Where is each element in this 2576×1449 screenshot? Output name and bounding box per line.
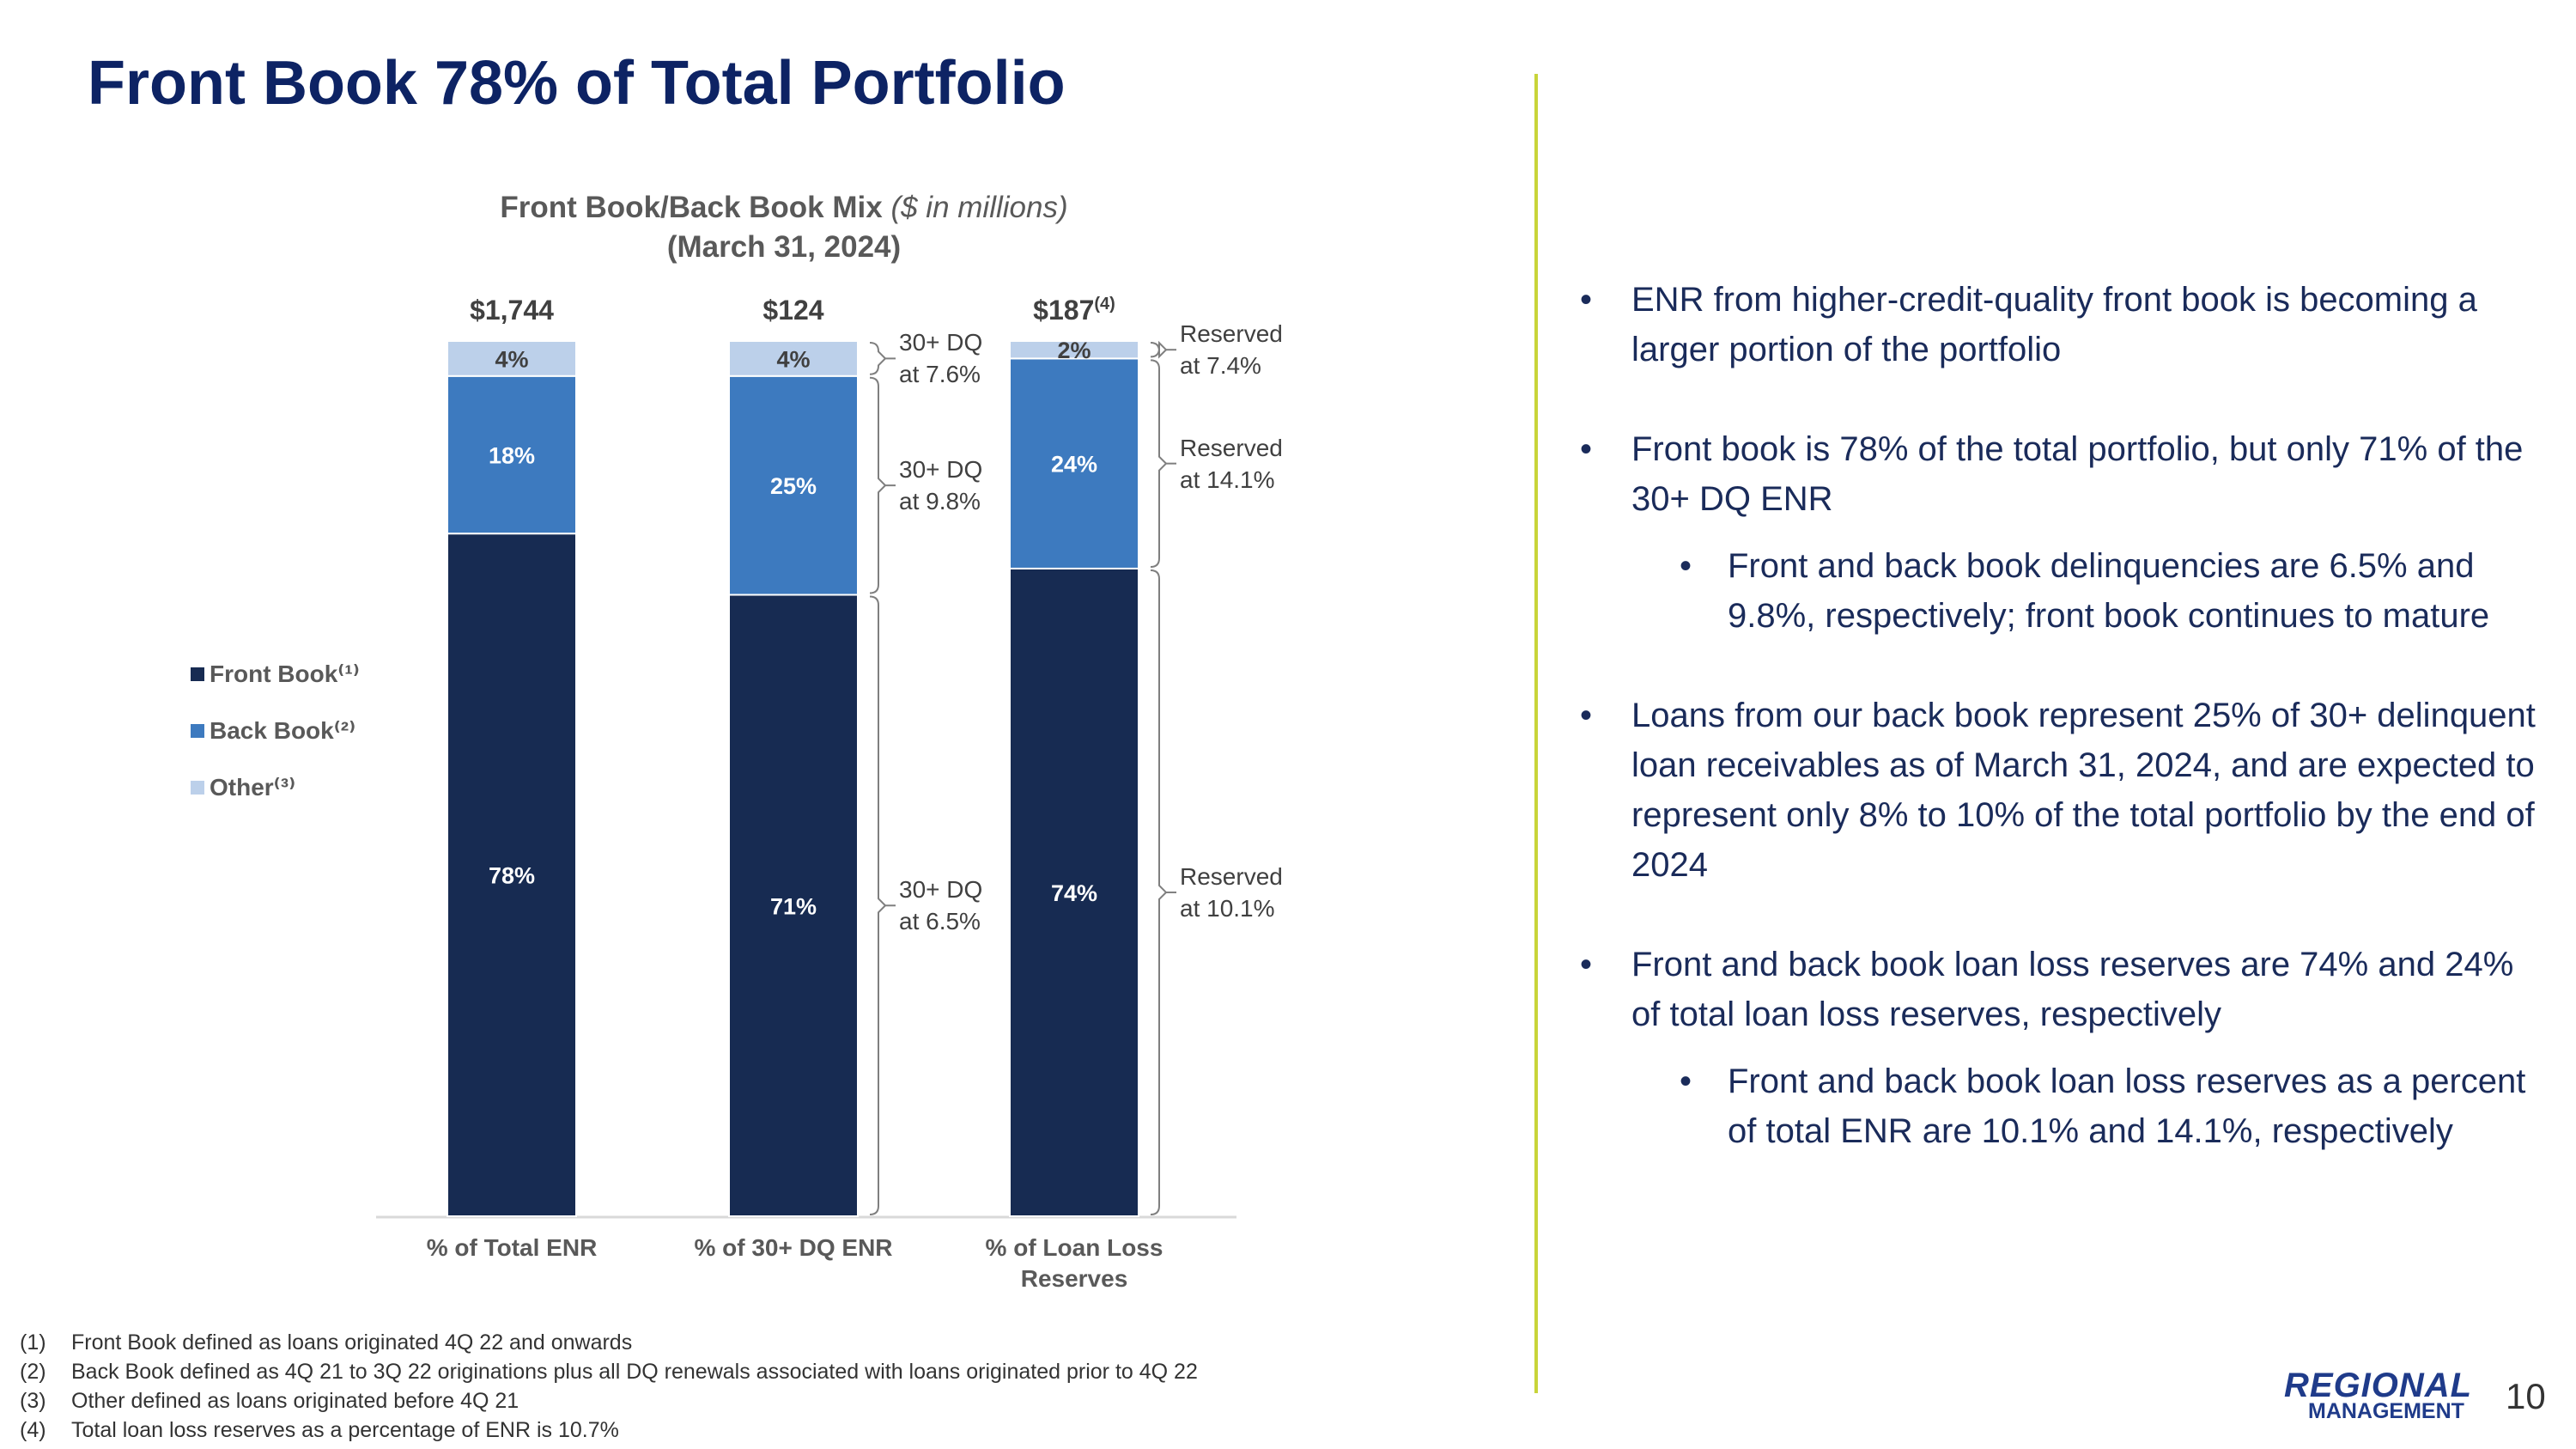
divider: [1534, 74, 1538, 1393]
footnote: (4) Total loan loss reserves as a percent…: [20, 1416, 1198, 1445]
legend-label: Front Book⁽¹⁾: [210, 661, 360, 687]
sub-bullet: Front and back book loan loss reserves a…: [1580, 1056, 2542, 1156]
chart-title-main: Front Book/Back Book Mix: [500, 191, 883, 224]
bar-segment: [728, 594, 859, 1217]
bullet-text: Front book is 78% of the total portfolio…: [1580, 424, 2542, 524]
footnote-text: Other defined as loans originated before…: [71, 1389, 519, 1413]
footnote-text: Total loan loss reserves as a percentage…: [71, 1418, 619, 1442]
bracket: [869, 342, 887, 375]
bracket: [1150, 569, 1168, 1215]
legend-item: Other⁽³⁾: [191, 773, 295, 801]
legend-swatch: [191, 781, 204, 795]
footnote-number: (3): [20, 1389, 46, 1413]
footnote-number: (2): [20, 1360, 46, 1384]
bracket: [1150, 359, 1168, 568]
slide-title: Front Book 78% of Total Portfolio: [88, 49, 1066, 118]
logo-top: REGIONAL: [2284, 1367, 2473, 1404]
value-label: 24%: [1051, 452, 1097, 478]
legend-item: Back Book⁽²⁾: [191, 716, 355, 745]
bullet: Front book is 78% of the total portfolio…: [1580, 424, 2542, 641]
bullet-text: ENR from higher-credit-quality front boo…: [1580, 275, 2542, 374]
bar-segment: [447, 374, 577, 535]
footnotes: (1) Front Book defined as loans originate…: [20, 1328, 1198, 1445]
annotation: 30+ DQ at 7.6%: [899, 329, 983, 388]
bracket: [869, 376, 887, 594]
x-tick-label: % of Total ENR: [426, 1234, 598, 1261]
bullet-text: Front and back book loan loss reserves a…: [1580, 940, 2542, 1039]
bar-segment: [447, 533, 577, 1217]
bullet: Loans from our back book represent 25% o…: [1580, 691, 2542, 890]
chart: 78% 18% 4% $1,744 71% 25% 4% $124 74% 24% 2% $187(4…: [376, 295, 1236, 1219]
total-value: $124: [762, 295, 823, 326]
sub-bullet: Front and back book delinquencies are 6.…: [1580, 541, 2542, 641]
total-label: $1,744: [470, 295, 554, 326]
bar-segment: [1009, 567, 1139, 1217]
total-label: $187(4): [1033, 295, 1115, 326]
logo: REGIONAL MANAGEMENT: [2284, 1367, 2473, 1424]
legend-label: Other⁽³⁾: [210, 774, 296, 801]
legend-item: Front Book⁽¹⁾: [191, 660, 360, 688]
value-label: 2%: [1057, 338, 1091, 363]
annotation: Reserved at 14.1%: [1180, 434, 1283, 493]
bullet-text: Loans from our back book represent 25% o…: [1580, 691, 2542, 890]
chart-title: Front Book/Back Book Mix ($ in millions): [355, 191, 1213, 225]
value-label: 71%: [770, 893, 817, 919]
x-tick-label: % of Loan Loss Reserves: [985, 1234, 1163, 1292]
bullet: Front and back book loan loss reserves a…: [1580, 940, 2542, 1156]
bar-segment: [447, 340, 577, 377]
total-note: (4): [1094, 295, 1115, 314]
footnote-number: (1): [20, 1330, 46, 1355]
chart-subtitle: (March 31, 2024): [666, 230, 902, 264]
bracket: [869, 595, 887, 1215]
bullet-list: ENR from higher-credit-quality front boo…: [1580, 275, 2542, 1206]
bar-segment: [1009, 357, 1139, 569]
total-value: $187: [1033, 295, 1094, 326]
value-label: 4%: [495, 346, 528, 372]
footnote: (3) Other defined as loans originated bef…: [20, 1386, 1198, 1416]
bar-segment: [728, 374, 859, 596]
footnote: (1) Front Book defined as loans originate…: [20, 1328, 1198, 1357]
legend-swatch: [191, 667, 204, 681]
annotation: Reserved at 7.4%: [1180, 320, 1283, 380]
x-tick-label: % of 30+ DQ ENR: [694, 1234, 893, 1261]
annotation: 30+ DQ at 6.5%: [899, 876, 983, 935]
logo-bottom: MANAGEMENT: [2308, 1399, 2464, 1423]
footnote-text: Front Book defined as loans originated 4…: [71, 1330, 633, 1355]
total-label: $124: [762, 295, 823, 326]
bracket: [1150, 340, 1168, 359]
value-label: 74%: [1051, 880, 1097, 906]
bar-segment: [1009, 340, 1139, 360]
footnote-number: (4): [20, 1418, 46, 1442]
value-label: 25%: [770, 473, 817, 499]
value-label: 18%: [489, 442, 535, 468]
legend-swatch: [191, 724, 204, 738]
chart-title-note: ($ in millions): [890, 191, 1068, 224]
legend-label: Back Book⁽²⁾: [210, 717, 356, 744]
value-label: 78%: [489, 863, 535, 889]
value-label: 4%: [776, 346, 810, 372]
bar-segment: [728, 340, 859, 377]
footnote: (2) Back Book defined as 4Q 21 to 3Q 22 o…: [20, 1357, 1198, 1386]
bullet: ENR from higher-credit-quality front boo…: [1580, 275, 2542, 374]
annotation: Reserved at 10.1%: [1180, 862, 1283, 922]
footnote-text: Back Book defined as 4Q 21 to 3Q 22 orig…: [71, 1360, 1198, 1384]
total-value: $1,744: [470, 295, 554, 326]
annotation: 30+ DQ at 9.8%: [899, 456, 983, 515]
page-number: 10: [2506, 1376, 2546, 1416]
